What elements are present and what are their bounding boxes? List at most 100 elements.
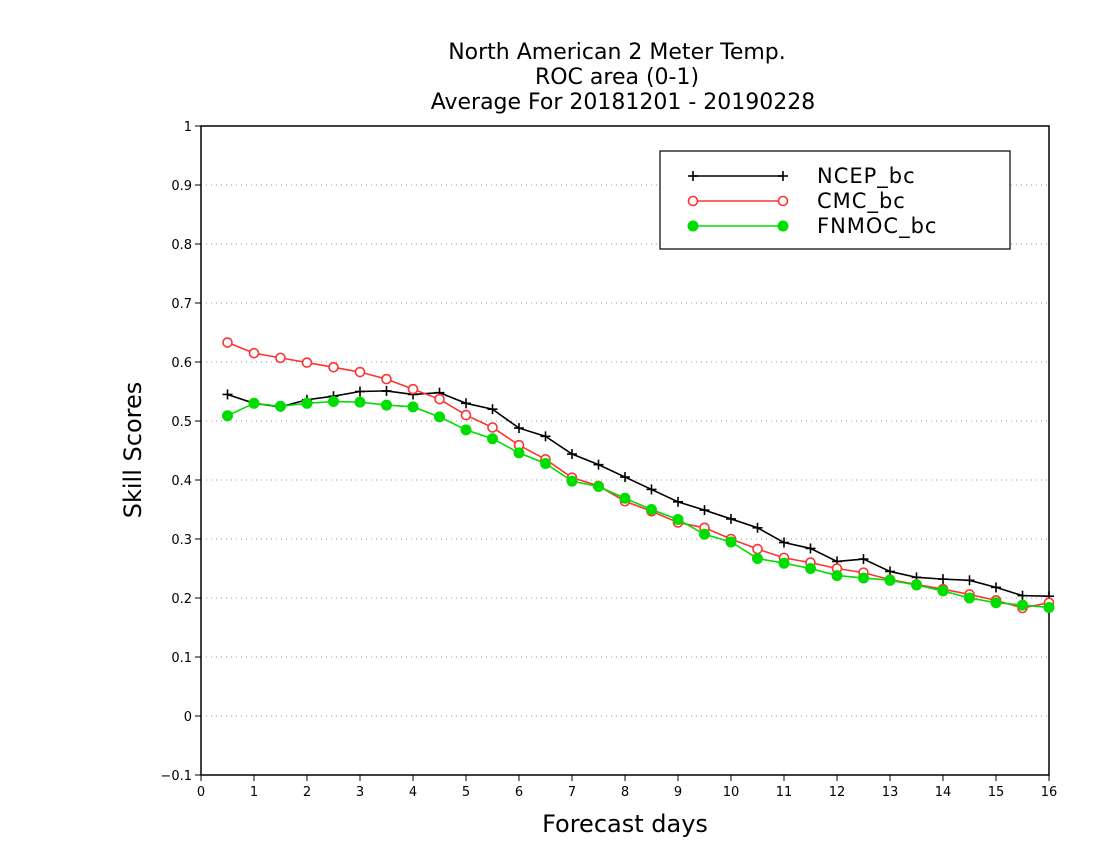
y-tick-label: 0.5 [171, 415, 192, 430]
data-point-ncep-bc [540, 431, 551, 442]
data-point-fnmoc-bc [752, 552, 763, 564]
data-point-fnmoc-bc [725, 536, 737, 548]
data-point-fnmoc-bc [434, 411, 445, 423]
chart-title-line-1: North American 2 Meter Temp. [448, 40, 786, 65]
legend-item-fnmoc-bc: FNMOC_bc [687, 214, 937, 239]
data-point-cmc-bc [222, 337, 233, 348]
data-point-ncep-bc [381, 385, 392, 396]
y-tick-label: 0.3 [171, 533, 192, 548]
data-point-cmc-bc [487, 422, 498, 433]
data-point-fnmoc-bc [646, 504, 657, 515]
data-point-cmc-bc [381, 373, 392, 385]
data-point-fnmoc-bc [566, 475, 578, 487]
series-line-ncep-bc [227, 390, 1050, 598]
data-point-fnmoc-bc [487, 433, 498, 445]
data-point-fnmoc-bc [937, 585, 949, 597]
data-point-cmc-bc [328, 362, 339, 373]
y-axis: −0.1 0 0.1 0.2 0.3 0.4 0.5 0.6 0.7 0.8 0.9 1 [160, 120, 201, 784]
data-point-fnmoc-bc [1017, 599, 1028, 611]
x-tick-label: 12 [829, 785, 846, 800]
data-point-fnmoc-bc [354, 396, 366, 408]
data-point-fnmoc-bc [248, 397, 260, 409]
data-point-fnmoc-bc [884, 574, 896, 586]
x-tick-label: 6 [515, 785, 523, 800]
x-tick-label: 13 [882, 785, 899, 800]
data-point-ncep-bc [646, 484, 657, 495]
x-tick-label: 5 [462, 785, 470, 800]
data-point-ncep-bc [964, 575, 975, 586]
data-point-ncep-bc [805, 543, 816, 554]
y-tick-label: 0.1 [171, 651, 192, 666]
data-point-fnmoc-bc [831, 570, 843, 582]
data-point-ncep-bc [567, 449, 577, 460]
series-line-fnmoc-bc [227, 400, 1050, 609]
series-line-cmc-bc [227, 341, 1050, 609]
y-tick-label: 0.7 [171, 297, 192, 312]
data-point-cmc-bc [407, 383, 419, 395]
legend-marker-fnmoc-bc [687, 220, 699, 232]
x-tick-label: 11 [776, 785, 793, 800]
chart-title-line-2: ROC area (0-1) [535, 65, 699, 90]
legend-label-cmc-bc: CMC_bc [817, 189, 906, 214]
x-tick-label: 14 [935, 785, 952, 800]
x-tick-label: 8 [621, 785, 629, 800]
data-point-ncep-bc [858, 554, 869, 565]
data-point-ncep-bc [991, 582, 1001, 593]
data-point-fnmoc-bc [911, 579, 922, 591]
y-tick-label: 0.4 [171, 474, 192, 489]
legend-box [659, 150, 1011, 250]
legend-item-ncep-bc: NCEP_bc [688, 164, 915, 189]
data-point-ncep-bc [752, 522, 763, 533]
y-tick-label: 0.2 [171, 592, 192, 607]
data-point-cmc-bc [248, 347, 260, 359]
data-point-ncep-bc [222, 389, 233, 400]
x-tick-label: 0 [197, 785, 205, 800]
x-tick-label: 1 [250, 785, 258, 800]
x-axis: 0 1 2 3 4 5 6 7 8 9 10 11 12 13 14 15 16 [197, 775, 1057, 800]
data-point-fnmoc-bc [778, 557, 790, 569]
chart-title: North American 2 Meter Temp. ROC area (0… [431, 40, 816, 115]
y-tick-label: 0.9 [171, 179, 192, 194]
data-point-fnmoc-bc [301, 397, 313, 409]
grid-lines [201, 184, 1049, 717]
data-point-cmc-bc [434, 393, 445, 405]
legend-marker-ncep-bc [778, 171, 788, 181]
data-point-ncep-bc [938, 574, 948, 585]
data-point-ncep-bc [514, 423, 524, 434]
data-point-fnmoc-bc [1043, 601, 1055, 613]
legend-label-fnmoc-bc: FNMOC_bc [817, 214, 937, 239]
x-axis-label: Forecast days [542, 810, 708, 838]
data-point-fnmoc-bc [275, 400, 286, 412]
data-point-fnmoc-bc [672, 514, 684, 526]
data-point-ncep-bc [487, 404, 498, 415]
data-point-fnmoc-bc [805, 563, 816, 574]
chart-title-line-3: Average For 20181201 - 20190228 [431, 90, 816, 115]
x-tick-label: 3 [356, 785, 364, 800]
y-tick-label: 1 [184, 120, 192, 135]
data-point-cmc-bc [460, 409, 472, 421]
x-tick-label: 9 [674, 785, 682, 800]
data-point-fnmoc-bc [513, 447, 525, 459]
data-point-cmc-bc [275, 352, 286, 364]
x-tick-label: 7 [568, 785, 576, 800]
data-point-fnmoc-bc [699, 528, 710, 540]
x-tick-label: 15 [988, 785, 1005, 800]
data-point-ncep-bc [593, 459, 604, 470]
data-point-fnmoc-bc [964, 592, 975, 604]
x-tick-label: 10 [723, 785, 740, 800]
data-point-ncep-bc [1017, 590, 1028, 601]
series-cmc-bc [222, 337, 1055, 614]
y-tick-label: 0 [184, 710, 192, 725]
data-point-fnmoc-bc [990, 597, 1002, 609]
series-ncep-bc [222, 385, 1054, 602]
data-point-ncep-bc [461, 398, 471, 409]
data-point-fnmoc-bc [460, 424, 472, 436]
data-point-cmc-bc [354, 366, 366, 378]
series-layer [222, 337, 1055, 614]
y-axis-label: Skill Scores [119, 382, 147, 519]
data-point-fnmoc-bc [540, 457, 551, 469]
y-tick-label: −0.1 [160, 769, 192, 784]
y-tick-label: 0.6 [171, 356, 192, 371]
